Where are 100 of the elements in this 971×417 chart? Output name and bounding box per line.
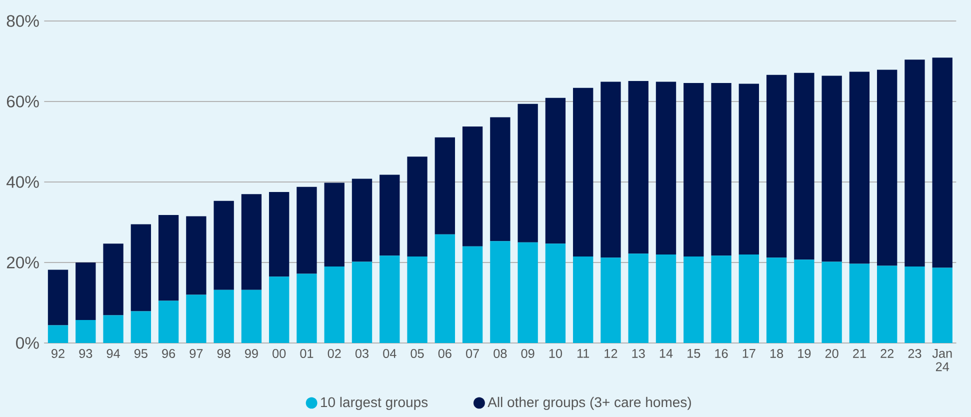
legend-label: All other groups (3+ care homes)	[488, 396, 691, 410]
x-tick-label: 94	[106, 349, 120, 358]
bar	[711, 82, 732, 256]
x-tick-label: 13	[632, 349, 645, 358]
bar	[296, 186, 317, 274]
bar	[628, 80, 648, 254]
x-tick-label: 23	[908, 349, 922, 358]
x-tick-label: 22	[880, 349, 894, 358]
bar	[738, 254, 759, 343]
x-tick-label: 01	[300, 349, 314, 358]
bar	[158, 300, 179, 343]
bar	[490, 117, 510, 242]
bar	[462, 246, 483, 343]
x-tick-label: 97	[190, 349, 203, 358]
bar	[849, 264, 870, 343]
x-tick-label: 21	[853, 349, 866, 358]
bar	[296, 274, 317, 343]
bar	[407, 256, 428, 343]
bar	[130, 311, 152, 343]
x-tick-label: 02	[328, 349, 341, 358]
x-tick-label: 09	[521, 349, 534, 358]
y-tick-label: 80%	[6, 15, 39, 27]
bar	[103, 315, 124, 343]
x-tick-label: 17	[742, 349, 756, 358]
bar	[380, 256, 400, 343]
bar	[656, 82, 676, 254]
x-tick-label: 19	[798, 349, 811, 358]
bar	[904, 266, 925, 343]
x-tick-label: 92	[52, 349, 64, 358]
bar	[600, 82, 621, 258]
bar	[241, 290, 262, 343]
bar	[380, 174, 400, 256]
x-tick-label: 95	[134, 349, 148, 358]
bar	[462, 126, 483, 246]
bar	[352, 262, 372, 343]
x-tick-label: 12	[604, 349, 618, 358]
bar	[932, 58, 952, 268]
bar	[877, 266, 898, 343]
bar	[434, 234, 455, 343]
x-tick-label: 00	[272, 349, 286, 358]
bar	[103, 244, 124, 316]
bar	[269, 192, 290, 277]
x-tick-label: 18	[770, 349, 784, 358]
bar	[490, 241, 510, 343]
x-tick-label: 11	[577, 349, 590, 358]
bar	[186, 216, 206, 295]
bar	[628, 254, 648, 343]
bar	[766, 74, 787, 258]
x-tick-label: 99	[245, 349, 258, 358]
bar	[822, 262, 842, 343]
bar	[324, 266, 344, 343]
bar	[130, 224, 152, 312]
bar	[214, 200, 234, 290]
bar	[48, 270, 68, 326]
bar	[600, 258, 621, 343]
x-tick-label: 07	[466, 349, 479, 358]
x-tick-label: 15	[688, 349, 700, 358]
bar	[822, 76, 842, 262]
bar	[214, 290, 234, 343]
bar	[684, 82, 704, 256]
bar	[573, 256, 594, 343]
x-tick-label: 93	[79, 349, 92, 358]
x-tick-label: 20	[825, 349, 838, 358]
x-tick-label: 14	[660, 349, 673, 358]
bar	[158, 215, 179, 301]
bar	[269, 276, 290, 343]
legend-label: 10 largest groups	[321, 396, 428, 410]
x-tick-label: 16	[715, 349, 728, 358]
x-tick-label: 05	[410, 349, 424, 358]
bar	[324, 182, 344, 267]
bar	[932, 268, 952, 343]
bar	[48, 325, 68, 343]
y-tick-label: 60%	[6, 96, 39, 108]
bar	[794, 72, 814, 260]
x-tick-label: 03	[355, 349, 368, 358]
bar	[573, 88, 594, 256]
x-tick-label: 98	[217, 349, 230, 358]
x-tick-label: 96	[162, 349, 176, 358]
bar	[518, 104, 538, 242]
y-tick-label: 0%	[16, 337, 39, 349]
bar	[545, 244, 566, 343]
bar	[186, 294, 206, 343]
bar	[738, 84, 759, 254]
bar	[877, 70, 898, 266]
bar	[241, 194, 262, 290]
bar	[849, 72, 870, 264]
bar	[76, 320, 96, 343]
x-tick-label: Jan 24	[932, 349, 952, 372]
bar	[518, 242, 538, 343]
bar	[656, 254, 676, 343]
bar	[434, 137, 455, 234]
bar	[794, 260, 814, 343]
y-tick-label: 40%	[6, 176, 39, 188]
bar	[352, 178, 372, 262]
y-tick-label: 20%	[6, 256, 39, 268]
bar	[545, 98, 566, 244]
x-tick-label: 08	[494, 349, 507, 358]
bar	[76, 262, 96, 320]
bar	[711, 256, 732, 343]
bar	[407, 156, 428, 256]
